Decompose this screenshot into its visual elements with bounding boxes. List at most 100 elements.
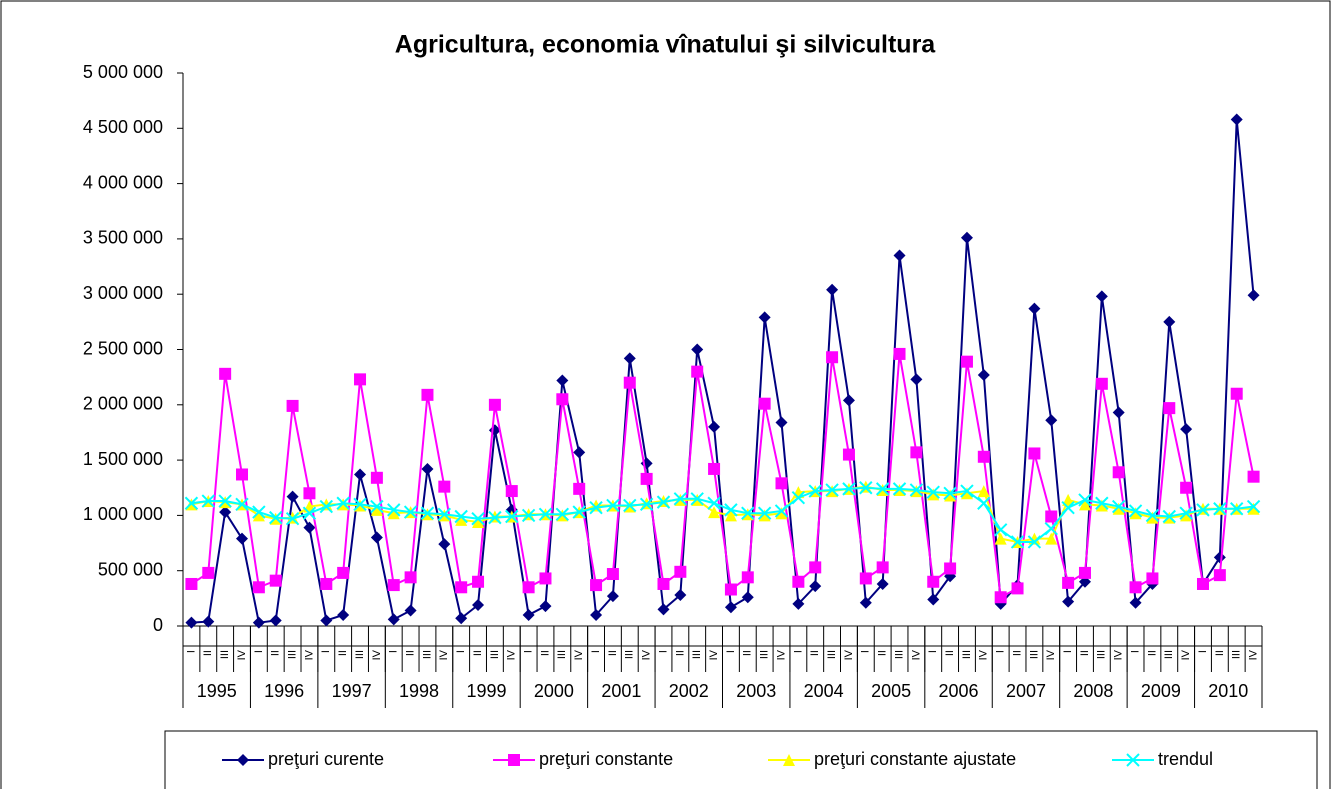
marker [539, 572, 552, 585]
marker [825, 483, 839, 497]
marker [977, 496, 991, 510]
marker [508, 754, 520, 766]
x-tick-label: I [320, 650, 332, 653]
x-tick-label: IV [1113, 649, 1125, 660]
marker [943, 486, 957, 500]
marker [1129, 596, 1142, 609]
marker [859, 572, 872, 585]
marker [944, 562, 957, 575]
marker [269, 510, 283, 525]
marker [1095, 499, 1108, 512]
x-tick-label: III [691, 650, 703, 659]
x-tick-label: III [219, 650, 231, 659]
marker [639, 497, 654, 512]
marker [1162, 509, 1176, 524]
y-tick-label: 2 000 000 [83, 394, 163, 414]
x-tick-label: III [1096, 650, 1108, 659]
marker [404, 604, 417, 617]
x-tick-label: II [337, 650, 349, 656]
marker [1196, 577, 1209, 590]
marker [1045, 510, 1058, 523]
x-tick-label: II [674, 650, 686, 656]
marker [1078, 566, 1091, 579]
x-tick-label: III [624, 650, 636, 659]
x-tick-label: IV [371, 649, 383, 660]
x-tick-label: I [388, 650, 400, 653]
marker [623, 498, 637, 513]
marker [1062, 493, 1075, 506]
marker [505, 509, 519, 524]
marker [252, 505, 266, 519]
marker [201, 494, 215, 508]
legend-label: preţuri constante ajustate [814, 749, 1016, 769]
marker [1027, 535, 1042, 549]
marker [708, 420, 721, 433]
x-tick-label: I [1062, 650, 1074, 653]
marker [994, 591, 1007, 604]
marker [370, 503, 383, 516]
marker [741, 506, 755, 520]
marker [960, 231, 973, 244]
marker [993, 523, 1008, 537]
marker [783, 754, 795, 766]
marker [910, 373, 923, 386]
x-tick-label: III [489, 650, 501, 659]
marker [674, 565, 687, 578]
legend-item: preţuri curente [222, 749, 384, 769]
marker [1145, 508, 1160, 523]
marker [202, 615, 215, 628]
marker [1078, 498, 1091, 511]
year-label: 1997 [332, 681, 372, 701]
x-tick-label: II [1011, 650, 1023, 656]
marker [219, 506, 232, 519]
marker [521, 508, 536, 523]
year-label: 1998 [399, 681, 439, 701]
marker [893, 249, 906, 262]
marker [1095, 496, 1109, 510]
x-tick-label: IV [303, 649, 315, 660]
marker [875, 482, 890, 496]
legend-item: trendul [1112, 749, 1213, 769]
year-label: 2006 [939, 681, 979, 701]
year-label: 2005 [871, 681, 911, 701]
marker [623, 352, 636, 365]
marker [842, 394, 855, 407]
marker [472, 516, 485, 529]
y-tick-label: 5 000 000 [83, 62, 163, 82]
x-tick-label: IV [573, 649, 585, 660]
x-tick-label: I [1197, 650, 1209, 653]
x-tick-label: IV [236, 649, 248, 660]
marker [927, 488, 940, 501]
marker [370, 499, 384, 514]
marker [302, 506, 317, 520]
marker [808, 484, 822, 498]
marker [657, 577, 670, 590]
marker [1011, 582, 1024, 595]
marker [421, 388, 434, 401]
x-tick-label: I [455, 650, 467, 653]
marker [1095, 290, 1108, 303]
marker [522, 581, 535, 594]
marker [438, 480, 451, 493]
marker [185, 577, 198, 590]
x-tick-label: III [893, 650, 905, 659]
year-label: 2001 [601, 681, 641, 701]
x-tick-label: II [1079, 650, 1091, 656]
marker [892, 482, 907, 496]
marker [724, 509, 737, 522]
marker [573, 482, 586, 495]
marker [1112, 502, 1125, 515]
marker [472, 575, 485, 588]
marker [792, 575, 805, 588]
marker [404, 571, 417, 584]
marker [741, 571, 754, 584]
year-label: 2004 [804, 681, 844, 701]
marker [707, 496, 721, 510]
x-tick-label: II [202, 650, 214, 656]
marker [438, 538, 451, 551]
marker [859, 596, 872, 609]
y-tick-label: 0 [153, 615, 163, 635]
marker [960, 487, 973, 500]
marker [1180, 423, 1193, 436]
marker [1061, 500, 1075, 515]
